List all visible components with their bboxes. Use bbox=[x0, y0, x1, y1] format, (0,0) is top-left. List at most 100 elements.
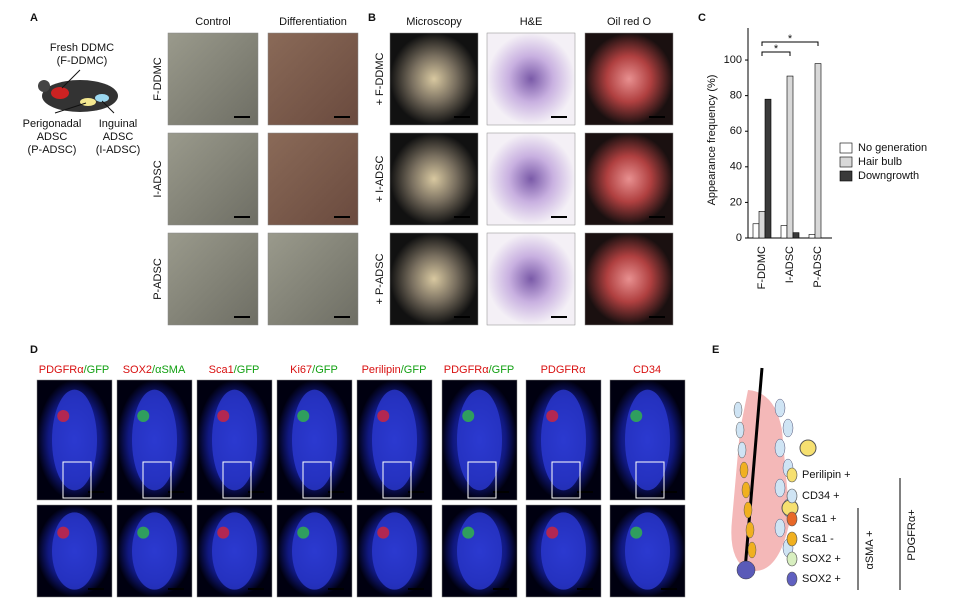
zoom-box bbox=[62, 461, 92, 499]
micrograph bbox=[389, 32, 479, 126]
cell bbox=[774, 518, 786, 538]
micrograph bbox=[267, 132, 359, 226]
micrograph bbox=[389, 232, 479, 326]
organ bbox=[80, 98, 96, 106]
header-part: /GFP bbox=[234, 364, 260, 376]
tissue bbox=[372, 389, 417, 491]
pointer bbox=[61, 69, 81, 89]
signal bbox=[377, 410, 390, 422]
legend-label: CD34 + bbox=[802, 490, 840, 502]
column-header: Ki67/GFP bbox=[290, 364, 338, 376]
bar bbox=[752, 223, 760, 239]
cell bbox=[733, 401, 743, 419]
signal bbox=[137, 410, 150, 422]
cell bbox=[774, 478, 786, 498]
zoom-box bbox=[142, 461, 172, 499]
signal bbox=[462, 526, 475, 539]
dermal-papilla bbox=[736, 560, 756, 580]
tissue bbox=[541, 512, 586, 590]
tissue bbox=[212, 389, 257, 491]
micrograph bbox=[584, 132, 674, 226]
organ bbox=[95, 94, 109, 102]
column-header: H&E bbox=[520, 16, 543, 28]
y-tick-label: 40 bbox=[730, 161, 742, 173]
bar bbox=[764, 98, 772, 239]
tissue bbox=[457, 512, 502, 590]
column-header: Microscopy bbox=[406, 16, 462, 28]
zoom-box bbox=[302, 461, 332, 499]
legend-cell bbox=[786, 531, 798, 547]
legend-cell bbox=[786, 467, 798, 483]
panel-label: E bbox=[712, 344, 719, 356]
signal bbox=[546, 526, 559, 539]
label: ADSC bbox=[37, 131, 68, 143]
x-tick-label: P-ADSC bbox=[812, 246, 824, 288]
column-header: PDGFRα/GFP bbox=[39, 364, 110, 376]
column-header: Oil red O bbox=[607, 16, 651, 28]
mouse-ear bbox=[38, 80, 50, 92]
header-part: /GFP bbox=[84, 364, 110, 376]
cell bbox=[774, 398, 786, 418]
header-part: /GFP bbox=[489, 364, 515, 376]
bar bbox=[808, 234, 816, 239]
label: Inguinal bbox=[99, 118, 138, 130]
panel-label: A bbox=[30, 12, 38, 24]
zoom-box bbox=[467, 461, 497, 499]
cell bbox=[745, 521, 755, 539]
legend-label: No generation bbox=[858, 142, 927, 154]
pointer bbox=[101, 100, 115, 114]
signal bbox=[546, 410, 559, 422]
legend-cell bbox=[786, 511, 798, 527]
micrograph bbox=[584, 232, 674, 326]
micrograph bbox=[167, 232, 259, 326]
signal bbox=[462, 410, 475, 422]
header-part: /GFP bbox=[401, 364, 427, 376]
bar bbox=[780, 225, 788, 239]
signal bbox=[57, 526, 70, 539]
legend-label: Sca1 - bbox=[802, 533, 834, 545]
micrograph bbox=[486, 32, 576, 126]
signal bbox=[217, 526, 230, 539]
column-header: Differentiation bbox=[279, 16, 347, 28]
row-label: + I-ADSC bbox=[374, 156, 386, 203]
zoom-box bbox=[382, 461, 412, 499]
tissue bbox=[541, 389, 586, 491]
row-label: + P-ADSC bbox=[374, 253, 386, 304]
label: (P-ADSC) bbox=[28, 144, 77, 156]
legend-swatch bbox=[839, 170, 853, 182]
micrograph bbox=[584, 32, 674, 126]
legend-label: SOX2 + bbox=[802, 573, 841, 585]
tissue bbox=[292, 389, 337, 491]
pointer bbox=[54, 102, 87, 114]
bracket-label: αSMA + bbox=[864, 530, 876, 569]
column-header: PDGFRα/GFP bbox=[444, 364, 515, 376]
panel-label: B bbox=[368, 12, 376, 24]
tissue bbox=[625, 389, 670, 491]
cell bbox=[747, 541, 757, 559]
bar bbox=[814, 63, 822, 239]
y-tick-label: 0 bbox=[736, 232, 742, 244]
cell bbox=[799, 439, 817, 457]
tissue bbox=[52, 389, 97, 491]
column-header: PDGFRα bbox=[541, 364, 587, 376]
zoom-box bbox=[551, 461, 581, 499]
cell bbox=[737, 441, 747, 459]
label: Perigonadal bbox=[23, 118, 82, 130]
label: Fresh DDMC bbox=[50, 42, 114, 54]
annotation: * bbox=[788, 33, 793, 45]
legend-label: Hair bulb bbox=[858, 156, 902, 168]
row-label: F-DDMC bbox=[152, 57, 164, 100]
signal bbox=[297, 410, 310, 422]
bracket-label: PDGFRα+ bbox=[906, 509, 918, 560]
significance-bracket bbox=[761, 51, 791, 56]
legend-label: SOX2 + bbox=[802, 553, 841, 565]
legend-swatch bbox=[839, 156, 853, 168]
y-tick-label: 60 bbox=[730, 125, 742, 137]
label: (I-ADSC) bbox=[96, 144, 141, 156]
signal bbox=[217, 410, 230, 422]
tissue bbox=[292, 512, 337, 590]
micrograph bbox=[267, 32, 359, 126]
y-tick-label: 100 bbox=[724, 54, 742, 66]
zoom-box bbox=[222, 461, 252, 499]
